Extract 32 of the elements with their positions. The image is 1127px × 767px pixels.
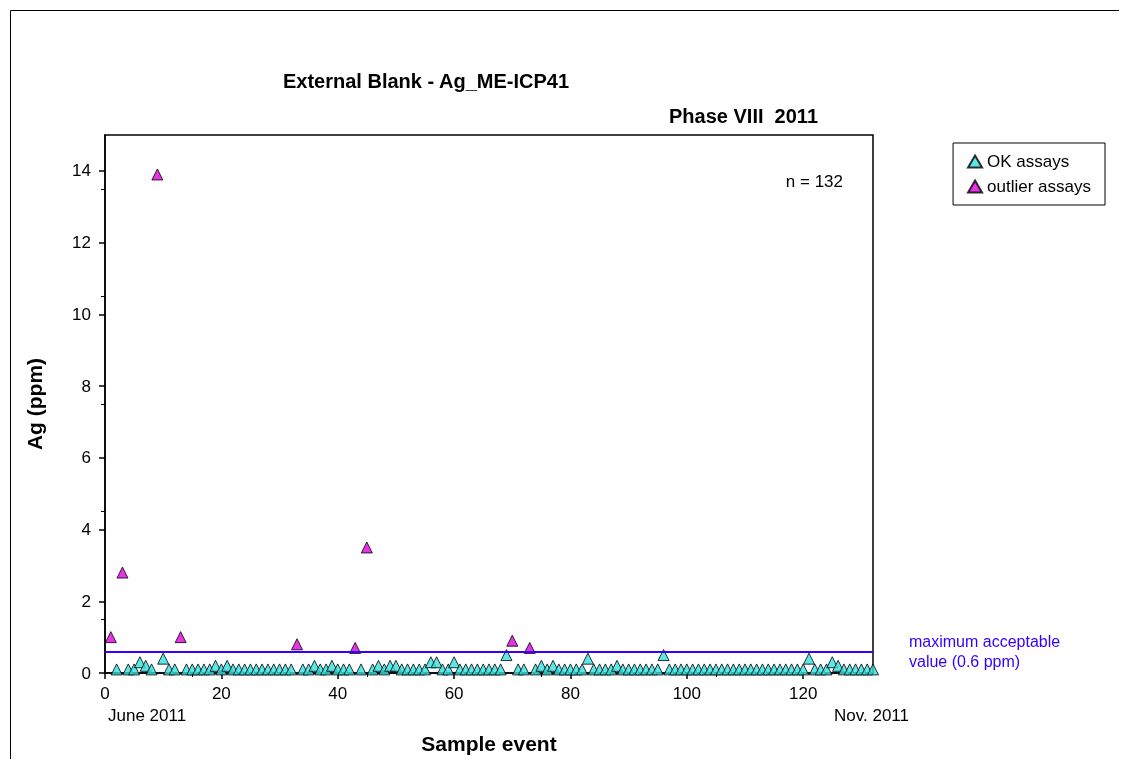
chart-title: External Blank - Ag_ME-ICP41 [283,70,570,92]
x-tick-label: 100 [672,684,702,703]
y-axis-title: Ag (ppm) [23,357,46,451]
y-tick-label: 8 [81,376,91,396]
legend-label: outlier assays [987,177,1091,196]
ref-line-label: maximum acceptable value (0.6 ppm) [909,632,1065,670]
point [174,631,187,644]
point [360,541,373,554]
y-tick-label: 14 [72,161,91,181]
x-tick-label: 60 [444,684,464,703]
y-tick-label: 12 [72,233,91,253]
legend-label: OK assays [987,152,1070,171]
y-tick-label: 4 [81,520,91,540]
x-tick-label: 20 [211,684,231,703]
text: June 2011 [108,706,187,725]
x-tick-label: 120 [788,684,818,703]
point [506,634,519,647]
x-tick-label: 40 [328,684,348,703]
point [104,631,117,644]
y-tick-label: 10 [72,304,91,324]
y-tick-label: 6 [81,448,91,468]
y-tick-label: 0 [81,663,91,683]
point [116,566,129,579]
annotation: n = 132 [785,172,844,191]
chart-subtitle: Phase VIII 2011 [669,105,819,127]
point [151,168,164,181]
text: Nov. 2011 [834,706,910,725]
x-tick-label: 80 [560,684,580,703]
point [291,638,303,651]
x-tick-label: 0 [100,684,110,703]
x-axis-title: Sample event [421,732,557,755]
y-tick-label: 2 [81,591,91,611]
